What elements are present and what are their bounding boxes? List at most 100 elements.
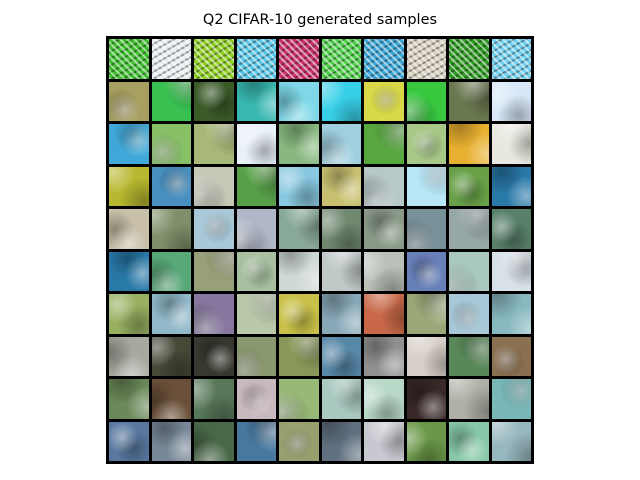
generated-sample-image bbox=[151, 421, 191, 461]
generated-sample-image bbox=[406, 81, 446, 121]
generated-sample-image bbox=[194, 81, 234, 121]
generated-sample-image bbox=[406, 294, 446, 334]
generated-sample-image bbox=[449, 294, 489, 334]
generated-sample-image bbox=[109, 39, 149, 79]
generated-sample-image bbox=[491, 124, 531, 164]
generated-sample-image bbox=[194, 379, 234, 419]
generated-sample-image bbox=[236, 336, 276, 376]
generated-sample-image bbox=[491, 379, 531, 419]
generated-sample-image bbox=[321, 166, 361, 206]
generated-sample-image bbox=[109, 81, 149, 121]
generated-sample-image bbox=[151, 209, 191, 249]
generated-sample-image bbox=[109, 166, 149, 206]
generated-sample-image bbox=[279, 209, 319, 249]
generated-sample-image bbox=[449, 379, 489, 419]
generated-sample-image bbox=[151, 81, 191, 121]
generated-sample-image bbox=[151, 336, 191, 376]
generated-sample-image bbox=[279, 124, 319, 164]
generated-sample-image bbox=[194, 166, 234, 206]
generated-sample-image bbox=[321, 81, 361, 121]
generated-sample-image bbox=[491, 251, 531, 291]
generated-sample-image bbox=[236, 124, 276, 164]
generated-sample-image bbox=[321, 251, 361, 291]
generated-sample-image bbox=[449, 421, 489, 461]
generated-sample-image bbox=[321, 336, 361, 376]
generated-sample-image bbox=[321, 124, 361, 164]
generated-sample-image bbox=[151, 166, 191, 206]
generated-sample-image bbox=[321, 294, 361, 334]
generated-sample-image bbox=[491, 294, 531, 334]
generated-sample-image bbox=[406, 336, 446, 376]
generated-sample-image bbox=[491, 166, 531, 206]
generated-sample-image bbox=[151, 379, 191, 419]
generated-sample-image bbox=[151, 39, 191, 79]
generated-sample-image bbox=[279, 379, 319, 419]
generated-sample-image bbox=[449, 166, 489, 206]
generated-sample-image bbox=[236, 209, 276, 249]
generated-sample-image bbox=[449, 124, 489, 164]
generated-sample-image bbox=[491, 421, 531, 461]
generated-sample-image bbox=[364, 251, 404, 291]
generated-sample-image bbox=[279, 166, 319, 206]
generated-sample-image bbox=[449, 39, 489, 79]
generated-sample-image bbox=[279, 39, 319, 79]
generated-sample-image bbox=[406, 209, 446, 249]
generated-sample-image bbox=[236, 294, 276, 334]
generated-sample-image bbox=[491, 39, 531, 79]
generated-sample-image bbox=[194, 251, 234, 291]
generated-sample-image bbox=[364, 209, 404, 249]
generated-sample-image bbox=[279, 336, 319, 376]
generated-sample-image bbox=[491, 336, 531, 376]
generated-sample-image bbox=[279, 81, 319, 121]
generated-sample-image bbox=[406, 421, 446, 461]
generated-sample-image bbox=[364, 336, 404, 376]
generated-sample-image bbox=[194, 421, 234, 461]
generated-sample-image bbox=[109, 379, 149, 419]
generated-sample-image bbox=[236, 81, 276, 121]
generated-sample-image bbox=[406, 251, 446, 291]
generated-sample-image bbox=[364, 379, 404, 419]
generated-sample-image bbox=[491, 209, 531, 249]
sample-image-grid bbox=[106, 36, 534, 464]
generated-sample-image bbox=[109, 294, 149, 334]
generated-sample-image bbox=[491, 81, 531, 121]
generated-sample-image bbox=[406, 39, 446, 79]
generated-sample-image bbox=[236, 39, 276, 79]
generated-sample-image bbox=[449, 251, 489, 291]
generated-sample-image bbox=[364, 124, 404, 164]
generated-sample-image bbox=[364, 81, 404, 121]
generated-sample-image bbox=[449, 336, 489, 376]
generated-sample-image bbox=[449, 81, 489, 121]
generated-sample-image bbox=[279, 421, 319, 461]
generated-sample-image bbox=[109, 336, 149, 376]
generated-sample-image bbox=[151, 124, 191, 164]
generated-sample-image bbox=[364, 294, 404, 334]
generated-sample-image bbox=[109, 124, 149, 164]
generated-sample-image bbox=[194, 294, 234, 334]
generated-sample-image bbox=[449, 209, 489, 249]
generated-sample-image bbox=[194, 209, 234, 249]
generated-sample-image bbox=[364, 421, 404, 461]
generated-sample-image bbox=[236, 166, 276, 206]
generated-sample-image bbox=[321, 209, 361, 249]
generated-sample-image bbox=[279, 294, 319, 334]
generated-sample-image bbox=[236, 379, 276, 419]
generated-sample-image bbox=[321, 379, 361, 419]
generated-sample-image bbox=[151, 251, 191, 291]
generated-sample-image bbox=[279, 251, 319, 291]
generated-sample-image bbox=[364, 39, 404, 79]
generated-sample-image bbox=[109, 251, 149, 291]
generated-sample-image bbox=[194, 336, 234, 376]
generated-sample-image bbox=[194, 124, 234, 164]
generated-sample-image bbox=[321, 39, 361, 79]
generated-sample-image bbox=[109, 421, 149, 461]
generated-sample-image bbox=[364, 166, 404, 206]
generated-sample-image bbox=[406, 124, 446, 164]
generated-sample-image bbox=[151, 294, 191, 334]
generated-sample-image bbox=[236, 421, 276, 461]
generated-sample-image bbox=[194, 39, 234, 79]
generated-sample-image bbox=[109, 209, 149, 249]
generated-sample-image bbox=[406, 379, 446, 419]
figure-title: Q2 CIFAR-10 generated samples bbox=[202, 12, 438, 28]
generated-sample-image bbox=[236, 251, 276, 291]
